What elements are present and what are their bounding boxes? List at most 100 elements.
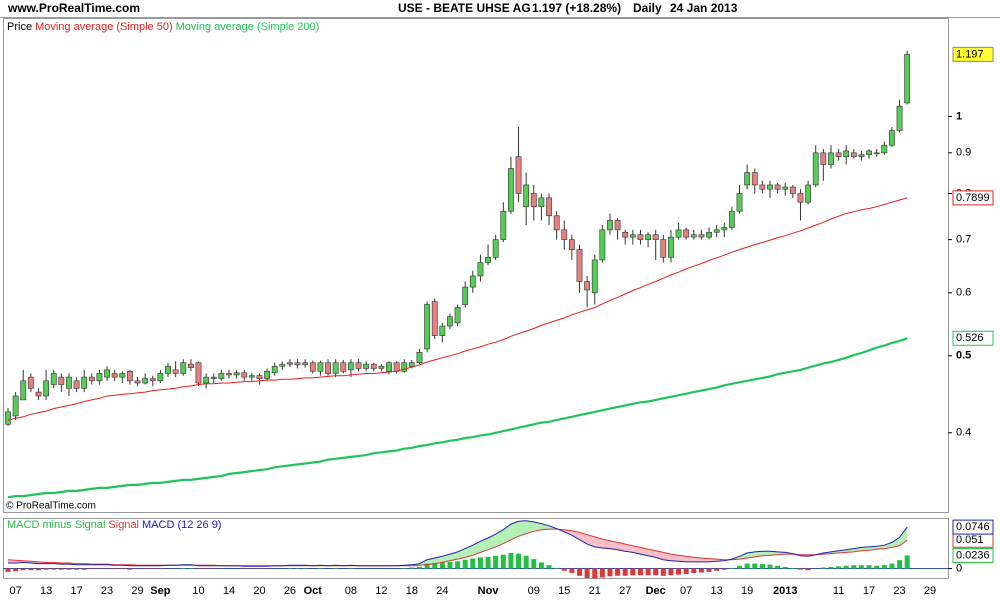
last-value-label: 0.0746 bbox=[956, 521, 990, 533]
x-tick-label: 17 bbox=[863, 585, 875, 597]
macd-signal-fill bbox=[754, 551, 763, 557]
candle-body bbox=[614, 220, 621, 231]
candle-body bbox=[561, 229, 568, 240]
histogram-bar bbox=[493, 555, 499, 569]
histogram-bar bbox=[150, 568, 156, 570]
candle-body bbox=[81, 376, 88, 389]
candle-body bbox=[43, 380, 49, 397]
histogram-bar bbox=[775, 565, 781, 569]
last-value-label: 0.051 bbox=[956, 534, 984, 546]
candle-body bbox=[134, 380, 141, 384]
candle-body bbox=[774, 184, 781, 190]
histogram-bar bbox=[622, 568, 628, 576]
candle-body bbox=[317, 362, 324, 372]
macd-signal-fill bbox=[701, 558, 710, 562]
candle-body bbox=[233, 372, 240, 376]
candle-body bbox=[104, 369, 110, 378]
candle-body bbox=[241, 372, 248, 378]
candle-body bbox=[668, 236, 674, 258]
histogram-bar bbox=[790, 568, 796, 569]
histogram-bar bbox=[302, 568, 308, 569]
x-tick-label: 07 bbox=[680, 585, 692, 597]
candle-body bbox=[187, 363, 194, 369]
histogram-bar bbox=[439, 562, 445, 569]
candle-body bbox=[698, 234, 705, 238]
macd-signal-fill bbox=[495, 529, 504, 547]
line bbox=[7, 197, 908, 421]
candle-body bbox=[690, 234, 697, 238]
macd-signal-fill bbox=[640, 547, 649, 556]
histogram-bar bbox=[516, 553, 522, 569]
last-value-box bbox=[952, 519, 994, 535]
candle-body bbox=[850, 152, 857, 157]
candle-body bbox=[195, 362, 202, 384]
macd-signal-fill bbox=[518, 520, 527, 537]
candle-body bbox=[393, 362, 400, 372]
candle-body bbox=[789, 186, 796, 194]
macd-signal-fill bbox=[670, 554, 679, 562]
histogram-bar bbox=[805, 568, 811, 571]
x-tick-label: 23 bbox=[101, 585, 113, 597]
macd-signal-fill bbox=[739, 553, 748, 560]
candle-body bbox=[248, 375, 255, 378]
candle-body bbox=[515, 156, 522, 194]
plot-area: 0.40.50.60.70.80.911.1970.78990.52600.02… bbox=[3, 18, 994, 597]
candle-body bbox=[706, 231, 712, 238]
histogram-bar bbox=[828, 566, 834, 569]
macd-signal-fill bbox=[693, 557, 702, 562]
candle-body bbox=[363, 363, 370, 369]
last-value-box bbox=[952, 190, 994, 206]
histogram-bar bbox=[653, 568, 659, 576]
histogram-bar bbox=[317, 568, 323, 569]
macd-signal-fill bbox=[678, 555, 687, 562]
macd-signal-fill bbox=[541, 523, 550, 530]
histogram-bar bbox=[752, 563, 758, 569]
histogram-bar bbox=[599, 568, 605, 578]
histogram-bar bbox=[767, 564, 773, 569]
histogram-bar bbox=[843, 565, 849, 569]
candle-body bbox=[157, 373, 164, 382]
last-value-label: 0.526 bbox=[956, 332, 984, 344]
histogram-bar bbox=[744, 563, 750, 569]
x-tick-label: 27 bbox=[619, 585, 631, 597]
x-tick-label: 23 bbox=[893, 585, 905, 597]
histogram-bar bbox=[584, 568, 590, 578]
histogram-bar bbox=[5, 568, 11, 572]
histogram-bar bbox=[508, 553, 514, 569]
candle-body bbox=[904, 54, 911, 104]
y-tick-label: 0.4 bbox=[956, 427, 971, 439]
histogram-bar bbox=[333, 568, 339, 569]
candle-body bbox=[500, 210, 507, 240]
histogram-bar bbox=[112, 568, 118, 570]
x-tick-label: 19 bbox=[741, 585, 753, 597]
histogram-bar bbox=[477, 557, 483, 569]
histogram-bar bbox=[66, 568, 72, 570]
x-tick-label: 11 bbox=[833, 585, 844, 597]
histogram-bar bbox=[348, 568, 354, 569]
macd-signal-fill bbox=[655, 550, 664, 560]
histogram-bar bbox=[424, 563, 430, 569]
histogram-bar bbox=[295, 568, 301, 569]
macd-signal-fill bbox=[472, 541, 481, 556]
candle-body bbox=[576, 249, 583, 282]
histogram-bar bbox=[485, 556, 491, 569]
histogram-bar bbox=[531, 559, 537, 569]
macd-signal-fill bbox=[602, 539, 610, 549]
histogram-bar bbox=[74, 568, 80, 570]
histogram-bar bbox=[881, 565, 887, 569]
x-tick-label: 10 bbox=[192, 585, 204, 597]
histogram-bar bbox=[851, 565, 857, 569]
candle-body bbox=[416, 352, 423, 364]
histogram-bar bbox=[538, 562, 544, 569]
candle-body bbox=[325, 362, 331, 374]
last-value-label: 1.197 bbox=[956, 48, 984, 60]
histogram-bar bbox=[35, 568, 41, 571]
candle-body bbox=[226, 373, 232, 376]
candle-body bbox=[149, 378, 156, 382]
histogram-bar bbox=[28, 568, 34, 571]
copyright: © ProRealTime.com bbox=[6, 501, 96, 512]
x-tick-label: 2013 bbox=[773, 585, 797, 597]
x-tick-label: 24 bbox=[436, 585, 448, 597]
candle-body bbox=[759, 184, 766, 190]
candle-body bbox=[553, 215, 560, 231]
